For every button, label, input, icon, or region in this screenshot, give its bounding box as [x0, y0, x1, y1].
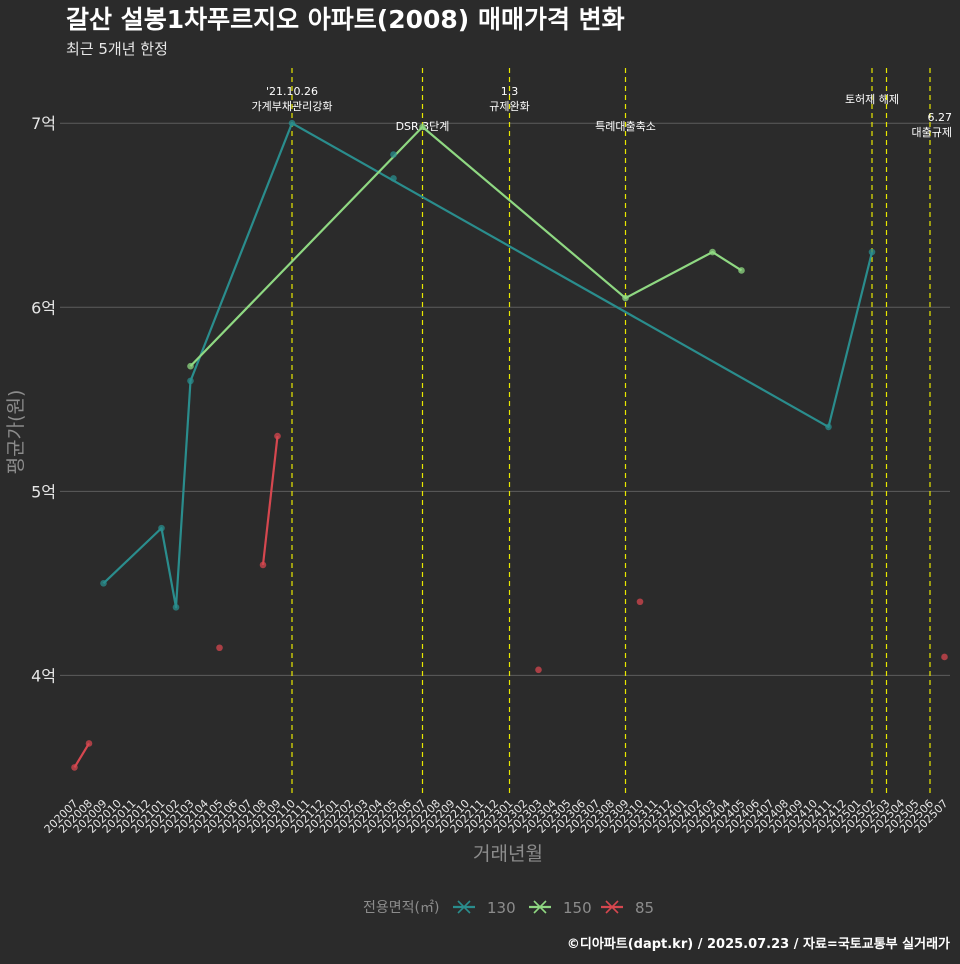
chart-caption: ©디아파트(dapt.kr) / 2025.07.23 / 자료=국토교통부 실… — [567, 936, 950, 952]
event-label: 대출규제 — [912, 126, 952, 139]
legend: 전용면적(㎡) 130 150 85 — [363, 899, 654, 917]
series-points — [71, 119, 948, 771]
legend-key-mark — [533, 900, 547, 914]
data-point-85 — [636, 598, 644, 606]
series-line-85 — [73, 742, 90, 768]
series-line-85 — [261, 435, 279, 566]
y-axis-title: 평균가(원) — [5, 390, 27, 475]
y-tick-label: 6억 — [31, 298, 56, 317]
series-lines — [73, 122, 874, 768]
legend-key-mark — [605, 900, 619, 914]
data-point-130 — [100, 580, 107, 587]
event-label: 1.3 — [501, 85, 519, 98]
data-point-150 — [709, 248, 716, 256]
x-axis-ticks: 2020072020082020092020102020112020122021… — [42, 797, 951, 836]
legend-label-130: 130 — [487, 899, 516, 917]
data-point-130 — [390, 175, 397, 182]
event-label: 가계부채관리강화 — [252, 100, 333, 113]
data-point-130 — [868, 248, 876, 256]
legend-title: 전용면적(㎡) — [363, 900, 439, 916]
legend-key-mark — [457, 900, 471, 914]
data-point-85 — [274, 432, 281, 440]
data-point-85 — [85, 740, 93, 747]
y-tick-label: 4억 — [31, 666, 56, 685]
data-point-150 — [738, 267, 745, 274]
x-axis-title: 거래년월 — [473, 843, 543, 865]
series-line-130 — [102, 122, 874, 609]
event-label: 특례대출축소 — [595, 120, 656, 133]
event-label: 6.27 — [928, 111, 953, 124]
data-point-130 — [825, 423, 832, 431]
data-point-130 — [158, 524, 165, 532]
chart-subtitle: 최근 5개년 한정 — [66, 40, 168, 58]
data-point-150 — [622, 294, 629, 302]
data-point-130 — [172, 603, 180, 611]
legend-label-85: 85 — [635, 899, 654, 917]
data-point-85 — [941, 653, 948, 661]
data-point-85 — [71, 764, 78, 771]
data-point-85 — [259, 561, 267, 569]
event-label: 토허제 해제 — [845, 92, 899, 106]
y-tick-label: 5억 — [31, 482, 56, 501]
event-label: 규제완화 — [489, 100, 529, 113]
data-point-150 — [419, 123, 426, 131]
data-point-150 — [187, 362, 194, 370]
data-point-85 — [216, 644, 223, 652]
y-axis-ticks: 4억 5억 6억 7억 — [31, 114, 56, 685]
data-point-85 — [535, 666, 542, 674]
gridlines — [60, 122, 950, 676]
data-point-130 — [187, 377, 194, 385]
data-point-130 — [288, 119, 296, 127]
event-label: '21.10.26 — [266, 85, 318, 98]
chart-title: 갈산 설봉1차푸르지오 아파트(2008) 매매가격 변화 — [66, 5, 625, 34]
y-tick-label: 7억 — [31, 114, 56, 133]
legend-label-150: 150 — [563, 899, 592, 917]
data-point-130 — [390, 151, 397, 158]
